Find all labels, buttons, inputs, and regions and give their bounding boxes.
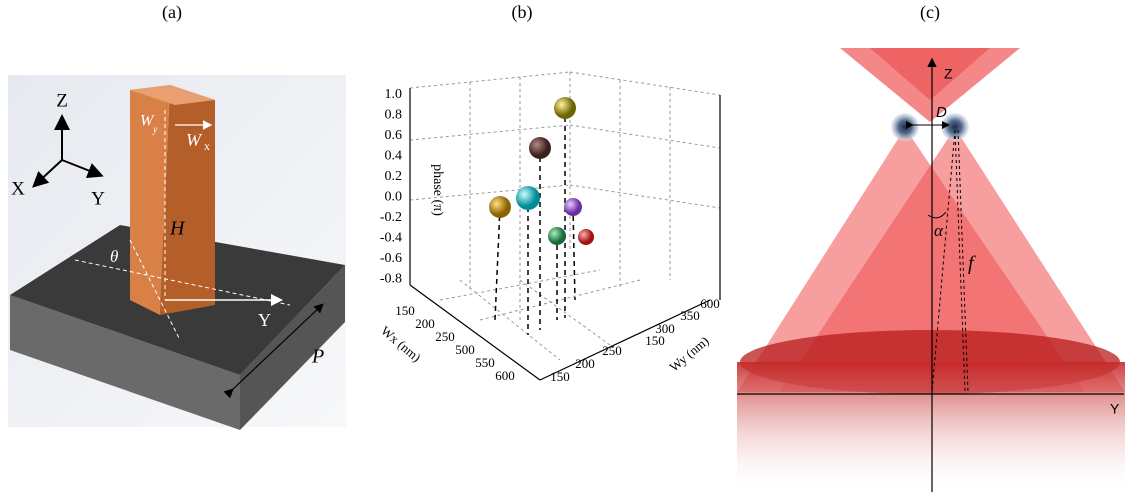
- metasurface-fade: [737, 362, 1125, 495]
- z-tick-label: -0.4: [380, 231, 402, 246]
- z-tick-label: -0.8: [380, 272, 402, 287]
- annotation: P: [311, 346, 324, 368]
- annotation: D: [936, 104, 947, 121]
- annotation: Y: [258, 310, 271, 330]
- panel-label: (c): [920, 2, 940, 23]
- wx-tick-label: 150: [395, 303, 415, 318]
- panel-c: (c) Z D α f Y: [737, 2, 1125, 495]
- sphere: [564, 198, 582, 216]
- panel-label: (b): [512, 2, 533, 23]
- sphere: [554, 97, 576, 119]
- wy-tick-label: 300: [655, 321, 675, 336]
- sphere: [578, 229, 594, 245]
- wx-tick-label: 500: [455, 342, 475, 357]
- wy-tick-label: 350: [680, 308, 700, 323]
- sphere: [516, 186, 540, 210]
- sphere: [548, 227, 566, 245]
- panel-label: (a): [162, 2, 182, 23]
- wx-tick-label: 600: [495, 368, 515, 383]
- z-tick-label: 0.8: [385, 108, 403, 123]
- panel-a: (a) Z X Y W y W x H θ Y P: [8, 2, 346, 430]
- focal-spot: [891, 113, 919, 141]
- wy-tick-label: 200: [575, 356, 595, 371]
- z-tick-label: -0.6: [380, 251, 402, 266]
- z-tick-label: -0.2: [380, 210, 402, 225]
- z-tick-label: 0.6: [385, 128, 403, 143]
- z-tick-label: 0.0: [385, 190, 403, 205]
- axis-label: Y: [91, 188, 105, 209]
- z-tick-label: 0.2: [385, 169, 403, 184]
- annotation: y: [152, 124, 158, 135]
- axis-label: X: [11, 178, 25, 199]
- sphere: [489, 196, 511, 218]
- annotation: Y: [1110, 401, 1120, 417]
- wy-tick-label: 600: [700, 296, 720, 311]
- wx-tick-label: 250: [435, 329, 455, 344]
- annotation: Z: [944, 66, 953, 82]
- z-axis-title: phase (π): [430, 164, 445, 216]
- z-tick-label: 1.0: [385, 87, 403, 102]
- wy-tick-label: 150: [550, 369, 570, 384]
- annotation: θ: [110, 247, 118, 266]
- annotation: x: [204, 139, 210, 153]
- axis-label: Z: [56, 90, 68, 111]
- annotation: W: [186, 130, 203, 150]
- z-tick-label: 0.4: [385, 149, 403, 164]
- annotation: α: [934, 221, 944, 240]
- sphere: [529, 137, 551, 159]
- wx-tick-label: 200: [415, 316, 435, 331]
- wy-axis-title: Wy (nm): [666, 333, 711, 374]
- wy-tick-label: 250: [602, 343, 622, 358]
- annotation: H: [169, 218, 186, 240]
- figure: (a) Z X Y W y W x H θ Y P (b) phase (π) …: [0, 0, 1126, 497]
- wx-tick-label: 550: [475, 355, 495, 370]
- panel-b: (b) phase (π) Wx (nm) Wy (nm) 1.00.80.60…: [378, 2, 720, 384]
